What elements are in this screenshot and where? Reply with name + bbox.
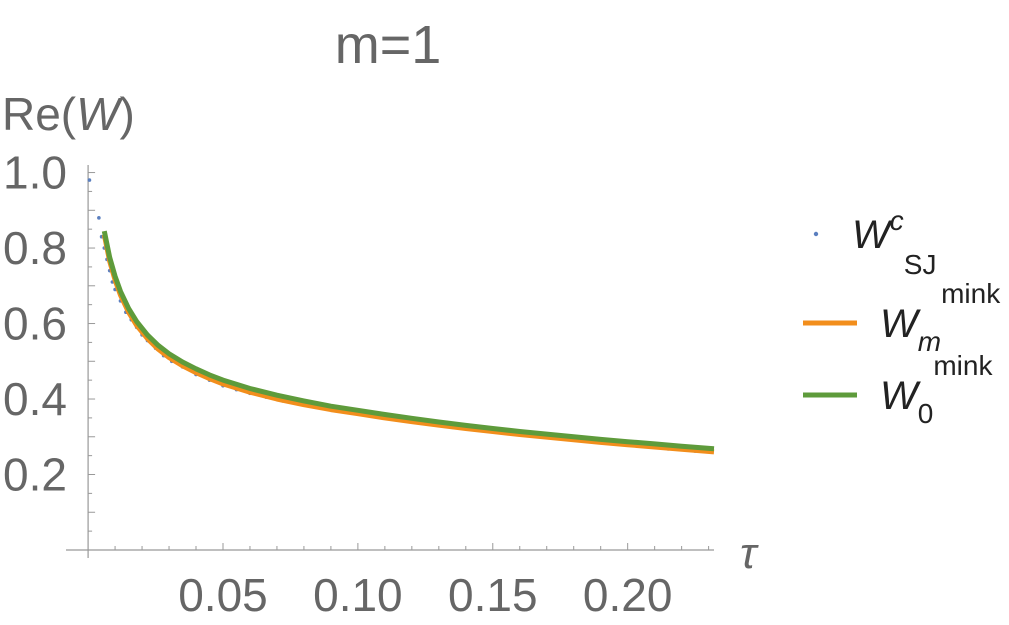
plot-area bbox=[87, 178, 715, 455]
y-axis-label-prefix: Re( bbox=[2, 88, 77, 140]
legend-item: WcSJ bbox=[813, 205, 936, 280]
legend-label-base: W bbox=[880, 374, 921, 418]
axes bbox=[66, 165, 714, 558]
y-axis-label: Re(W) bbox=[2, 88, 135, 140]
legend-label: W0 mink bbox=[880, 350, 993, 429]
y-axis-label-suffix: ) bbox=[120, 88, 135, 140]
x-ticks: 0.05 0.10 0.15 0.20 bbox=[114, 543, 710, 621]
y-tick-label: 0.4 bbox=[3, 373, 67, 425]
x-tick-label: 0.15 bbox=[448, 569, 538, 621]
legend-label-base: W bbox=[880, 302, 921, 346]
legend-label-sub: 0 bbox=[918, 398, 934, 429]
series-line-w-0-mink bbox=[101, 230, 715, 452]
chart-title: m=1 bbox=[335, 15, 442, 75]
y-tick-label: 0.2 bbox=[3, 449, 67, 501]
y-tick-label: 0.6 bbox=[3, 298, 67, 350]
legend-item: Wmmink bbox=[803, 278, 1001, 357]
legend-label-sub: SJ bbox=[904, 249, 937, 280]
legend-label: Wmmink bbox=[880, 278, 1001, 357]
legend-label-sup: mink bbox=[933, 350, 993, 381]
legend-label-sup: mink bbox=[941, 278, 1001, 309]
x-tick-label: 0.05 bbox=[178, 569, 268, 621]
legend-label-sub: m bbox=[918, 326, 941, 357]
legend-label: WcSJ bbox=[852, 205, 936, 280]
y-tick-label: 1.0 bbox=[3, 147, 67, 199]
legend-label-sup: c bbox=[890, 205, 904, 236]
x-axis-label: τ bbox=[740, 529, 759, 578]
x-tick-label: 0.10 bbox=[313, 569, 403, 621]
legend-marker bbox=[813, 231, 819, 237]
scatter-series-w-sj bbox=[87, 178, 697, 453]
legend-label-base: W bbox=[852, 213, 893, 257]
y-ticks: 0.2 0.4 0.6 0.8 1.0 bbox=[3, 147, 96, 532]
legend-item: W0 mink bbox=[803, 350, 993, 429]
y-axis-label-symbol: W bbox=[76, 88, 124, 140]
data-point bbox=[97, 216, 101, 220]
y-tick-label: 0.8 bbox=[3, 222, 67, 274]
data-point bbox=[87, 178, 92, 182]
x-tick-label: 0.20 bbox=[583, 569, 673, 621]
